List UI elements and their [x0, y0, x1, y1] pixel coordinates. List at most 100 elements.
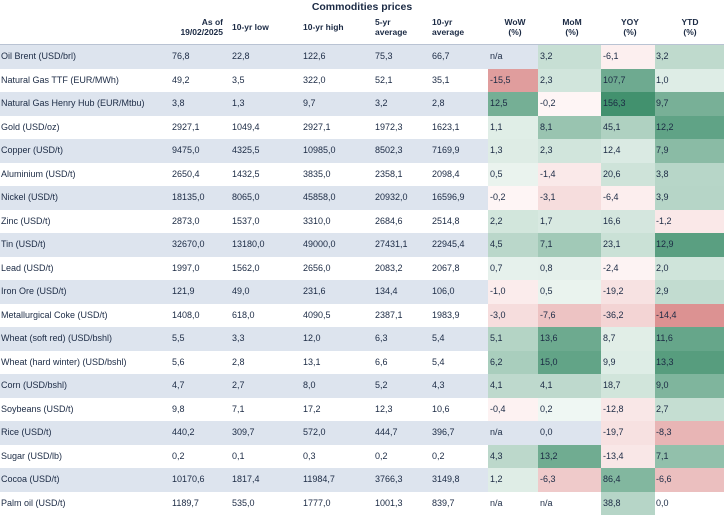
mom-heat-cell	[538, 139, 601, 163]
commodity-name: Lead (USD/t)	[1, 262, 54, 273]
avg10-value: 2,8	[432, 98, 445, 108]
avg5-value: 8502,3	[375, 145, 403, 155]
low10-value: 1817,4	[232, 474, 260, 484]
avg5-value: 75,3	[375, 51, 393, 61]
asof-value: 5,5	[172, 333, 185, 343]
high10-value: 572,0	[303, 427, 326, 437]
asof-value: 121,9	[172, 286, 195, 296]
mom-value: -1,4	[540, 168, 556, 179]
commodity-name: Sugar (USD/lb)	[1, 450, 63, 461]
mom-heat-cell	[538, 374, 601, 398]
header-as-of: As of 19/02/2025	[180, 17, 223, 37]
asof-value: 76,8	[172, 51, 190, 61]
low10-value: 13180,0	[232, 239, 265, 249]
mom-heat-cell	[538, 327, 601, 351]
ytd-value: 12,9	[656, 239, 674, 249]
wow-heat-cell	[488, 92, 538, 116]
table-row: Zinc (USD/t) 2873,0 1537,0 3310,0 2684,6 2514…	[0, 209, 724, 233]
wow-heat-cell	[488, 162, 538, 186]
header-divider	[0, 44, 724, 45]
yoy-heat-cell	[601, 115, 655, 139]
mom-heat-cell	[538, 233, 601, 257]
table-header: As of 19/02/2025 10-yr low 10-yr high 5-…	[0, 17, 724, 45]
yoy-heat-cell	[601, 421, 655, 445]
low10-value: 7,1	[232, 403, 245, 414]
avg5-value: 1001,3	[375, 497, 403, 508]
ytd-value: 12,2	[656, 121, 674, 132]
commodity-name: Rice (USD/t)	[1, 427, 52, 437]
mom-value: 3,2	[540, 51, 553, 61]
ytd-value: 9,7	[656, 98, 669, 108]
ytd-value: 2,0	[656, 262, 669, 273]
commodity-name: Aluminium (USD/t)	[1, 168, 76, 179]
avg10-value: 2514,8	[432, 215, 460, 226]
wow-value: -3,0	[490, 309, 506, 320]
mom-value: 0,0	[540, 427, 553, 437]
yoy-value: -36,2	[603, 309, 624, 320]
commodity-name: Gold (USD/oz)	[1, 121, 60, 132]
mom-value: 0,8	[540, 262, 553, 273]
asof-value: 32670,0	[172, 239, 205, 249]
wow-value: n/a	[490, 51, 503, 61]
yoy-value: 9,9	[603, 356, 616, 367]
commodity-name: Palm oil (USD/t)	[1, 497, 66, 508]
table-row: Natural Gas Henry Hub (EUR/Mtbu) 3,8 1,3 9,…	[0, 92, 724, 116]
mom-heat-cell	[538, 468, 601, 492]
ytd-heat-cell	[655, 374, 724, 398]
low10-value: 1049,4	[232, 121, 260, 132]
wow-value: 4,5	[490, 239, 503, 249]
yoy-heat-cell	[601, 139, 655, 163]
wow-heat-cell	[488, 233, 538, 257]
ytd-value: 7,1	[656, 450, 669, 461]
avg5-value: 3,2	[375, 98, 388, 108]
mom-value: 2,3	[540, 74, 553, 85]
mom-heat-cell	[538, 115, 601, 139]
mom-heat-cell	[538, 350, 601, 374]
ytd-heat-cell	[655, 256, 724, 280]
avg10-value: 22945,4	[432, 239, 465, 249]
high10-value: 322,0	[303, 74, 326, 85]
ytd-heat-cell	[655, 327, 724, 351]
avg10-value: 4,3	[432, 380, 445, 390]
asof-value: 4,7	[172, 380, 185, 390]
wow-value: n/a	[490, 497, 503, 508]
yoy-value: -2,4	[603, 262, 619, 273]
ytd-heat-cell	[655, 139, 724, 163]
high10-value: 2927,1	[303, 121, 331, 132]
avg10-value: 396,7	[432, 427, 455, 437]
wow-value: 12,5	[490, 98, 508, 108]
table-row: Cocoa (USD/t) 10170,6 1817,4 11984,7 3766,3 3…	[0, 468, 724, 492]
yoy-heat-cell	[601, 303, 655, 327]
yoy-value: 156,3	[603, 98, 626, 108]
ytd-value: 3,9	[656, 192, 669, 202]
yoy-heat-cell	[601, 491, 655, 515]
wow-value: -0,4	[490, 403, 506, 414]
ytd-heat-cell	[655, 468, 724, 492]
yoy-value: 20,6	[603, 168, 621, 179]
table-row: Copper (USD/t) 9475,0 4325,5 10985,0 8502,3 7…	[0, 139, 724, 163]
table-row: Metallurgical Coke (USD/t) 1408,0 618,0 409…	[0, 303, 724, 327]
table-row: Corn (USD/bshl) 4,7 2,7 8,0 5,2 4,3 4,1 4,1 18,7…	[0, 374, 724, 398]
asof-value: 0,2	[172, 450, 185, 461]
ytd-heat-cell	[655, 280, 724, 304]
avg10-value: 66,7	[432, 51, 450, 61]
yoy-heat-cell	[601, 327, 655, 351]
ytd-value: 3,8	[656, 168, 669, 179]
high10-value: 12,0	[303, 333, 321, 343]
yoy-value: 45,1	[603, 121, 621, 132]
low10-value: 535,0	[232, 497, 255, 508]
high10-value: 9,7	[303, 98, 316, 108]
mom-heat-cell	[538, 162, 601, 186]
low10-value: 22,8	[232, 51, 250, 61]
avg5-value: 20932,0	[375, 192, 408, 202]
header-10yr-low: 10-yr low	[232, 22, 269, 32]
yoy-value: 38,8	[603, 497, 621, 508]
avg5-value: 0,2	[375, 450, 388, 461]
mom-value: 13,2	[540, 450, 558, 461]
yoy-value: 12,4	[603, 145, 621, 155]
header-ytd: YTD (%)	[681, 17, 699, 37]
avg5-value: 2358,1	[375, 168, 403, 179]
wow-heat-cell	[488, 68, 538, 92]
wow-heat-cell	[488, 374, 538, 398]
yoy-value: -6,4	[603, 192, 619, 202]
